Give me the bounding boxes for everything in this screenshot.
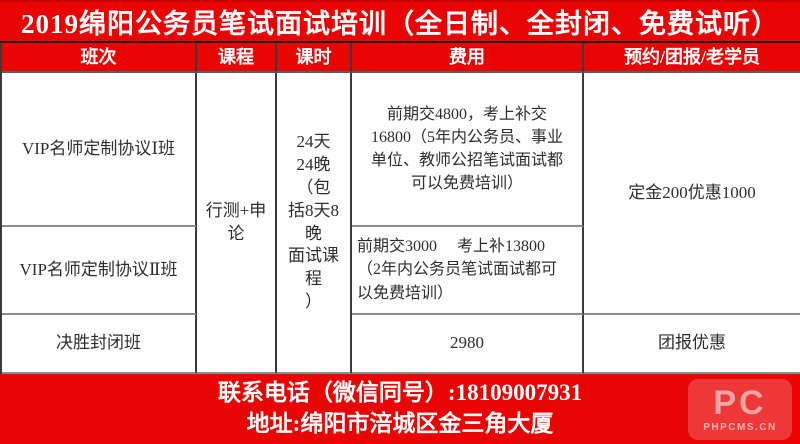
cell-class-juesheng: 决胜封闭班 [2, 315, 197, 374]
cell-hours: 24天 24晚（包 括8天8晚 面试课程 ） [277, 73, 352, 374]
cell-fee-vip2: 前期交3000 考上补13800 （2年内公务员笔试面试都可 以免费培训） [352, 227, 584, 315]
contact-phone: 联系电话（微信同号）:18109007931 [217, 380, 583, 406]
cell-course: 行测+申 论 [197, 73, 277, 374]
pricing-table: 班次 课程 课时 费用 预约/团报/老学员 VIP名师定制协议Ⅰ班 VIP名师定… [0, 43, 800, 374]
contact-footer: 联系电话（微信同号）:18109007931 地址:绵阳市涪城区金三角大厦 PC… [0, 374, 800, 444]
cell-fee-vip1: 前期交4800，考上补交 16800（5年内公务员、事业 单位、教师公招笔试面试… [352, 73, 584, 227]
phpcms-logo: PC PHPCMS.CN [688, 379, 792, 440]
phpcms-logo-caption: PHPCMS.CN [703, 422, 777, 433]
address-line: 地址:绵阳市涪城区金三角大厦 [246, 411, 554, 436]
cell-promo-vip: 定金200优惠1000 [584, 73, 800, 315]
title-banner: 2019绵阳公务员笔试面试培训（全日制、全封闭、免费试听） [0, 0, 800, 43]
col-header-fee: 费用 [352, 43, 584, 73]
col-header-course: 课程 [197, 43, 277, 73]
cell-class-vip1: VIP名师定制协议Ⅰ班 [2, 73, 197, 227]
col-header-promo: 预约/团报/老学员 [584, 43, 800, 73]
col-header-class: 班次 [2, 43, 197, 73]
cell-fee-juesheng: 2980 [352, 315, 584, 374]
cell-class-vip2: VIP名师定制协议Ⅱ班 [2, 227, 197, 315]
col-header-hours: 课时 [277, 43, 352, 73]
phpcms-logo-mark: PC [713, 384, 767, 422]
cell-promo-juesheng: 团报优惠 [584, 315, 800, 374]
page-title: 2019绵阳公务员笔试面试培训（全日制、全封闭、免费试听） [21, 9, 779, 39]
